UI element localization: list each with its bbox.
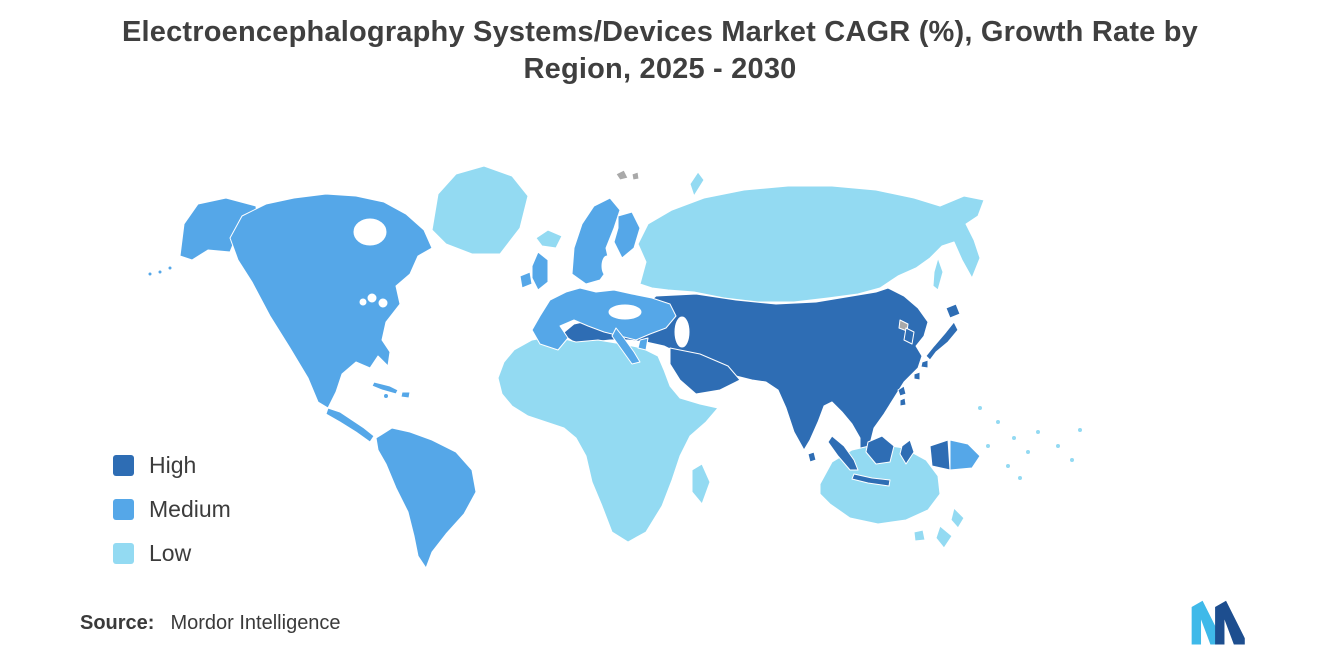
region-arabian-peninsula xyxy=(669,347,741,395)
island-dot xyxy=(1077,427,1083,433)
legend-item-low: Low xyxy=(113,540,231,567)
aleutian-islands xyxy=(147,265,173,277)
legend-label-low: Low xyxy=(149,540,192,566)
region-south-america xyxy=(375,427,477,569)
island-dot xyxy=(147,271,153,277)
logo-right-ribbon xyxy=(1215,600,1245,645)
black-sea xyxy=(608,304,642,320)
region-cuba xyxy=(371,381,399,395)
great-lake-2 xyxy=(378,298,388,308)
region-tasmania xyxy=(913,529,926,542)
region-scandinavia xyxy=(571,197,621,285)
island-dot xyxy=(995,419,1001,425)
region-central-america xyxy=(325,407,375,443)
region-philippines-north xyxy=(897,385,907,397)
island-dot xyxy=(1035,429,1041,435)
legend-label-medium: Medium xyxy=(149,496,231,522)
chart-title: Electroencephalography Systems/Devices M… xyxy=(121,16,1199,85)
region-japan-honshu xyxy=(925,321,959,361)
region-philippines-south xyxy=(899,397,907,407)
island-dot xyxy=(1011,435,1017,441)
region-new-zealand-north xyxy=(950,507,965,529)
region-japan-kyushu xyxy=(920,359,929,369)
great-lake-1 xyxy=(367,293,377,303)
region-greece xyxy=(637,337,649,351)
mordor-intelligence-logo xyxy=(1191,600,1245,645)
region-russia xyxy=(637,185,985,303)
region-united-kingdom xyxy=(531,251,549,291)
source-value: Mordor Intelligence xyxy=(170,612,341,634)
island-dot xyxy=(1069,457,1075,463)
region-papua-new-guinea xyxy=(949,439,981,471)
island-dot xyxy=(157,269,163,275)
island-dot xyxy=(1017,475,1023,481)
caspian-sea xyxy=(674,316,690,348)
region-svalbard-west xyxy=(615,169,629,181)
region-jamaica xyxy=(383,393,389,399)
legend-swatch-medium-icon xyxy=(113,499,134,520)
island-dot xyxy=(985,443,991,449)
region-hispaniola xyxy=(400,391,411,399)
region-greenland xyxy=(431,165,529,255)
region-svalbard-east xyxy=(631,171,640,181)
region-italy xyxy=(611,327,641,365)
baltic-sea xyxy=(601,255,613,277)
region-europe xyxy=(531,287,677,351)
region-iceland xyxy=(535,229,563,249)
island-dot xyxy=(1055,443,1061,449)
legend-swatch-high-icon xyxy=(113,455,134,476)
source-line: Source: Mordor Intelligence xyxy=(80,612,341,635)
region-borneo xyxy=(865,435,895,465)
region-ireland xyxy=(519,271,533,289)
legend-item-medium: Medium xyxy=(113,496,231,523)
island-dot xyxy=(167,265,173,271)
region-taiwan xyxy=(913,371,921,381)
region-japan-hokkaido xyxy=(945,303,961,319)
logo-left-ribbon xyxy=(1191,600,1222,645)
great-lake-3 xyxy=(359,298,367,306)
region-sumatra xyxy=(827,435,859,471)
legend-label-high: High xyxy=(149,452,197,478)
region-new-zealand-south xyxy=(935,525,953,549)
region-novaya-zemlya xyxy=(689,171,705,197)
legend-item-high: High xyxy=(113,452,231,479)
island-dot xyxy=(1005,463,1011,469)
island-dot xyxy=(977,405,983,411)
region-new-guinea-west xyxy=(929,439,951,471)
region-finland xyxy=(613,211,641,259)
source-label: Source: xyxy=(80,612,155,634)
pacific-islands xyxy=(977,405,1083,481)
region-sulawesi xyxy=(899,439,915,465)
hudson-bay xyxy=(353,218,387,246)
legend: High Medium Low xyxy=(113,452,231,567)
region-sri-lanka xyxy=(807,451,817,463)
region-madagascar xyxy=(691,463,711,505)
world-map xyxy=(147,165,1083,569)
region-north-america xyxy=(229,193,433,409)
region-sakhalin xyxy=(932,257,944,291)
island-dot xyxy=(1025,449,1031,455)
legend-swatch-low-icon xyxy=(113,543,134,564)
region-south-korea xyxy=(903,327,915,345)
region-java xyxy=(851,473,891,487)
